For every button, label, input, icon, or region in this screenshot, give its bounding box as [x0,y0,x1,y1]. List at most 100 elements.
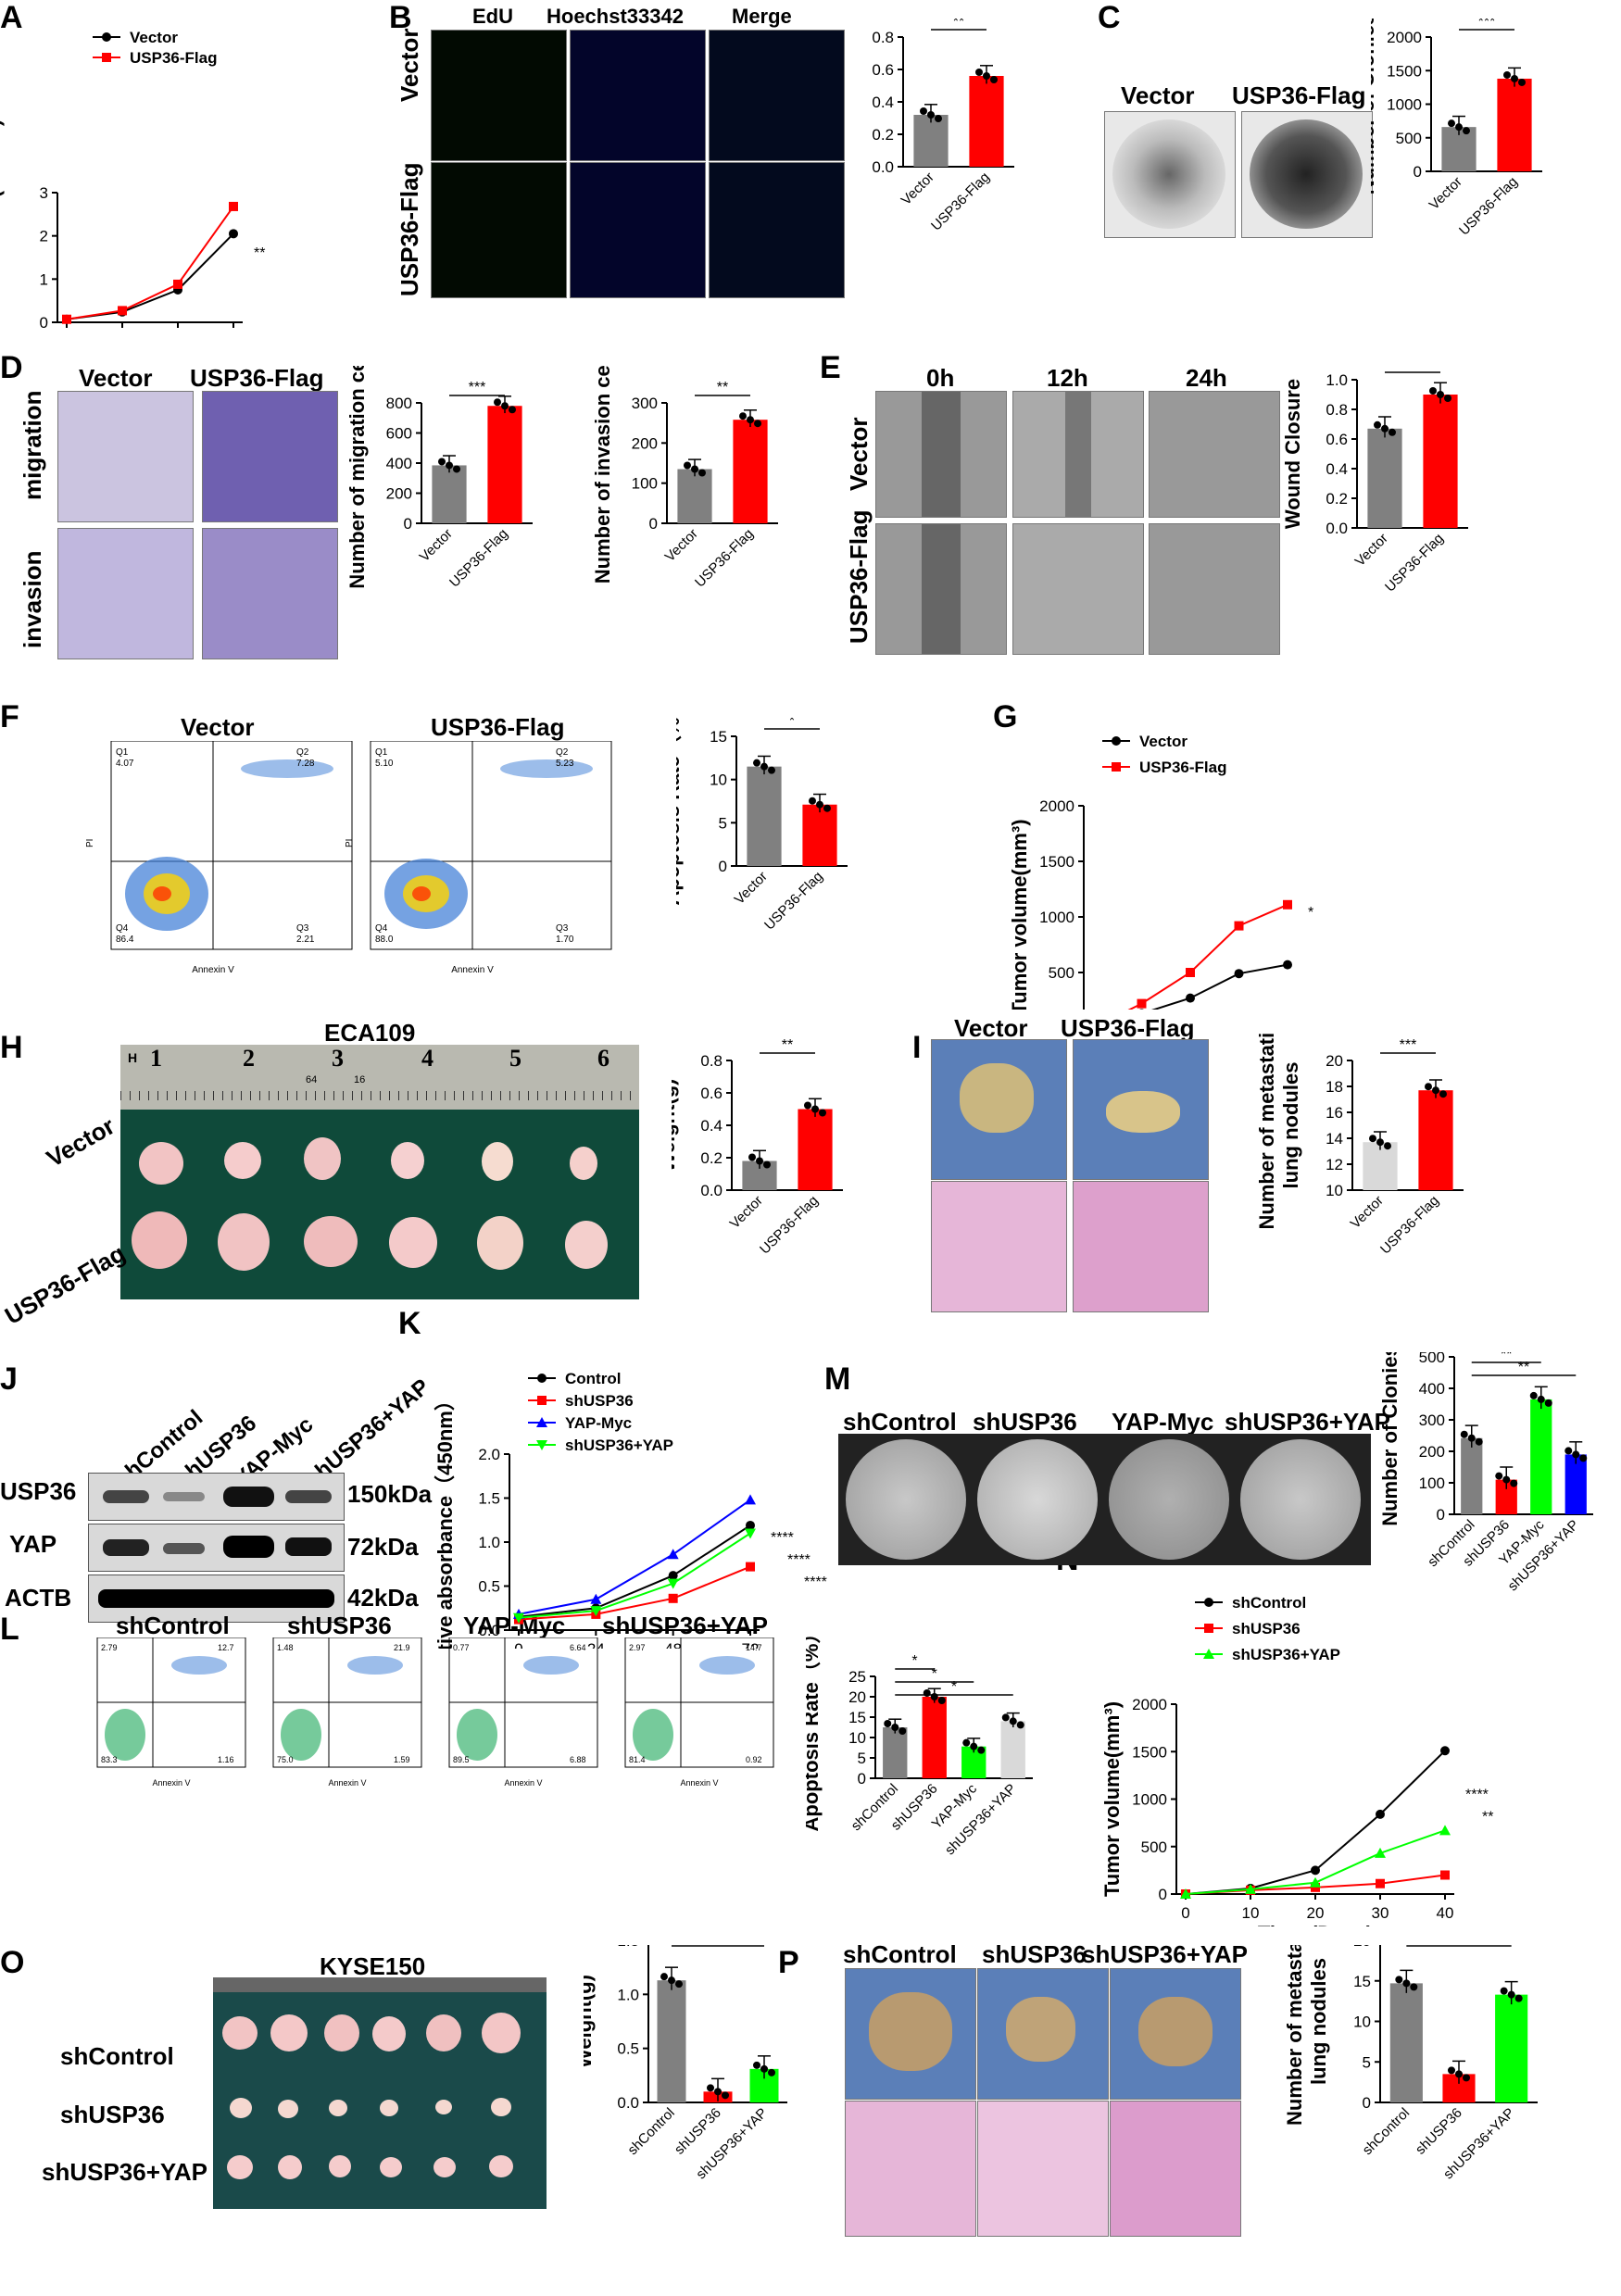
i-point-1-1 [1432,1086,1439,1095]
a-point-0-3 [229,229,238,239]
d1-ytick-label: 0 [404,515,412,533]
h-point-1-0 [804,1101,811,1110]
o-row-shusp36: shUSP36 [60,2101,165,2128]
f-flow-vector: Q1 4.07 Q2 7.28 Q3 2.21 Q4 86.4 Annexin … [85,741,353,975]
h-ylabel: Weight(g) [672,1078,679,1172]
e-point-0-0 [1374,420,1381,429]
l-ytick-label: 20 [848,1688,866,1706]
p-he-shusp36 [977,2101,1109,2237]
l-flow-cluster2-3 [699,1656,755,1675]
p-ytick-label: 20 [1353,1945,1371,1950]
f-point-0-1 [760,762,768,771]
b-hoechst-usp36-image [570,162,706,298]
i-point-1-0 [1425,1083,1432,1091]
a-point-1-1 [118,306,127,316]
l-flow-q1-1: 1.48 [277,1643,294,1652]
l-flow-q3-2: 6.88 [570,1755,586,1764]
h-ruler-2: 2 [243,1045,255,1072]
g-legend-marker-1 [1112,762,1121,772]
d1-point-1-0 [494,398,501,407]
h-ruler-5: 5 [509,1045,521,1072]
panel-label-d: D [0,350,23,385]
l-xtick-label-3: shUSP36+YAP [942,1781,1019,1858]
o-point-0-2 [675,1980,683,1989]
k-series-line-0 [518,1524,751,1618]
l-flow-q2-2: 6.64 [570,1643,586,1652]
m-point-1-2 [1510,1479,1518,1487]
l-flow-q1-2: 0.77 [453,1643,470,1652]
o-point-1-1 [714,2088,722,2096]
b-point-0-2 [935,115,942,122]
m-label-shusp36: shUSP36 [973,1408,1077,1436]
g-point-1-2 [1186,968,1195,977]
l-point-3-0 [1001,1713,1010,1722]
d1-ytick-label: 800 [386,395,412,412]
p-he-shcontrol [845,2101,976,2237]
m-point-0-2 [1475,1437,1483,1446]
p-point-1-2 [1463,2074,1470,2082]
a-legend-marker-0 [102,32,111,42]
d2-point-0-2 [698,469,706,477]
m-bar-3 [1564,1454,1587,1514]
b-merge-usp36-image [709,162,845,298]
p-point-0-1 [1402,1979,1411,1988]
k-ytick-label: 1.5 [478,1490,500,1508]
h-ytick-label: 0.0 [700,1182,723,1199]
e-bar-1 [1423,395,1458,528]
f-usp36-q3v: 1.70 [556,935,574,945]
o-bar-0 [657,1980,686,2102]
m-ytick-label: 100 [1419,1474,1445,1492]
chart-d-invasion: 0 100 200 300 Number of invasion cells Vector… [593,366,778,591]
b-ytick-label: 0.8 [872,29,894,46]
f-usp36-q2: Q2 [556,747,569,758]
p-label-shusp36: shUSP36 [982,1940,1087,1968]
k-ytick-label: 1.0 [478,1534,500,1551]
c-bar-1 [1497,78,1532,171]
chart-n: 0 500 1000 1500 2000 Tumor volume(mm³) 0 10 20 30… [1100,1594,1493,1926]
h-xtick-label-1: USP36-Flag [757,1193,822,1258]
a-xtick-label: 0 [62,332,70,333]
h-ruler-4: 4 [421,1045,434,1072]
k-series-line-3 [518,1532,751,1619]
i-xtick-label-1: USP36-Flag [1377,1193,1442,1258]
o-point-2-2 [768,2068,775,2076]
l-flow-q4-0: 83.3 [101,1755,118,1764]
p-point-1-0 [1448,2066,1455,2075]
p-he-shusp36yap [1110,2101,1241,2237]
l-flow-xlabel-0: Annexin V [152,1778,190,1788]
n-point-2-0 [1180,1888,1191,1899]
d2-sig-0: ** [717,380,728,395]
chart-c: 0 500 1000 1500 2000 Number of Clonies VectorU… [1371,19,1542,239]
k-series-line-1 [518,1565,751,1621]
h-ruler-64: 64 [306,1074,318,1085]
b-row-usp36: USP36-Flag [396,162,423,297]
a-xtick-label: 48 [170,332,187,333]
j-row-actb: ACTB [5,1584,72,1612]
n-sig-1: ** [1482,1810,1493,1826]
chart-b: 0.00.20.40.60.8EdU Positive CellVectorUS… [872,19,1014,234]
e-xtick-label-0: Vector [1352,531,1391,570]
chart-a: 0123Relative absorbance(450nm)0244872Tim… [0,29,265,333]
d-migration-usp36-image [202,391,338,522]
h-row-usp36: USP36-Flag [0,1238,131,1330]
p-lung-shusp36yap [1110,1968,1241,2100]
n-sig-0: **** [1465,1788,1489,1803]
k-ytick-label: 2.0 [478,1446,500,1463]
o-point-1-2 [722,2091,729,2100]
d1-xtick-label-1: USP36-Flag [446,526,511,591]
p-point-0-0 [1395,1976,1403,1984]
c-point-1-0 [1503,70,1511,79]
j-blot-actb [88,1575,345,1623]
c-ytick-label: 500 [1396,130,1422,147]
d1-bar-0 [432,465,467,523]
n-legend-label-2: shUSP36+YAP [1232,1646,1340,1663]
d1-bar-1 [487,406,522,523]
e-row-vector: Vector [845,417,873,492]
d2-ytick-label: 200 [632,434,658,452]
panel-label-h: H [0,1030,23,1065]
f-ytick-label: 0 [719,858,727,875]
d2-bar-1 [733,420,768,523]
m-point-3-1 [1572,1450,1580,1459]
l-flow-q1-3: 2.97 [629,1643,646,1652]
i-bar-0 [1363,1142,1398,1190]
